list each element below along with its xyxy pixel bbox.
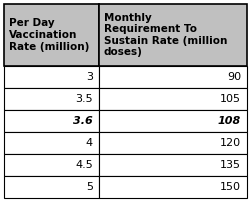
Bar (98, 132, 246, 154)
Bar (98, 88, 246, 110)
Bar (4, 66, 98, 88)
Text: 120: 120 (219, 138, 240, 148)
Text: Monthly
Requirement To
Sustain Rate (million
doses): Monthly Requirement To Sustain Rate (mil… (104, 13, 226, 57)
Text: 3: 3 (86, 72, 93, 82)
Bar (4, 4, 98, 66)
Text: 3.6: 3.6 (73, 116, 93, 126)
Bar (98, 176, 246, 198)
Text: 135: 135 (219, 160, 240, 170)
Bar (98, 154, 246, 176)
Bar (98, 66, 246, 88)
Text: 150: 150 (219, 182, 240, 192)
Text: 4.5: 4.5 (75, 160, 93, 170)
Text: 5: 5 (86, 182, 93, 192)
Text: 105: 105 (219, 94, 240, 104)
Text: Per Day
Vaccination
Rate (million): Per Day Vaccination Rate (million) (9, 18, 89, 52)
Text: 108: 108 (217, 116, 240, 126)
Bar (4, 132, 98, 154)
Text: 3.5: 3.5 (75, 94, 93, 104)
Bar (98, 110, 246, 132)
Bar (4, 110, 98, 132)
Text: 90: 90 (226, 72, 240, 82)
Bar (4, 176, 98, 198)
Bar (4, 88, 98, 110)
Bar (4, 154, 98, 176)
Bar (98, 4, 246, 66)
Text: 4: 4 (86, 138, 93, 148)
